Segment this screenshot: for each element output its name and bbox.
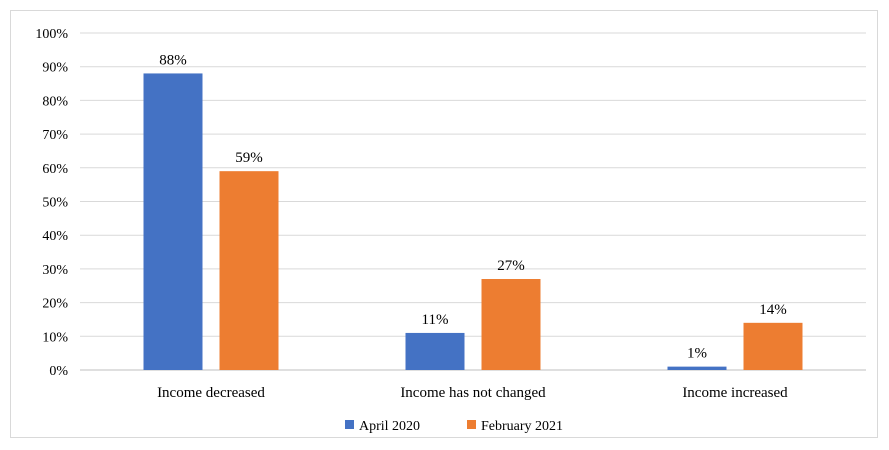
y-tick-label: 60% [42,162,68,177]
legend-label: April 2020 [359,419,420,434]
y-tick-label: 100% [35,27,68,42]
category-label: Income increased [682,385,788,401]
y-tick-label: 40% [42,229,68,244]
category-label: Income decreased [157,385,265,401]
y-tick-label: 0% [49,364,68,379]
bar [219,171,279,370]
bar [481,279,541,370]
y-tick-label: 10% [42,330,68,345]
bar [667,366,727,370]
y-tick-label: 70% [42,128,68,143]
legend-label: February 2021 [481,419,563,434]
data-label: 1% [687,346,707,362]
bar [143,73,203,370]
bar [743,322,803,370]
category-label: Income has not changed [400,385,546,401]
y-tick-label: 20% [42,297,68,312]
y-tick-label: 50% [42,196,68,211]
legend-swatch [467,420,476,429]
data-label: 59% [235,150,263,166]
data-label: 27% [497,258,525,274]
legend-swatch [345,420,354,429]
y-tick-label: 90% [42,61,68,76]
data-label: 11% [422,312,449,328]
data-label: 14% [759,302,787,318]
y-tick-label: 30% [42,263,68,278]
bar [405,332,465,370]
y-tick-label: 80% [42,94,68,109]
data-label: 88% [159,52,187,68]
